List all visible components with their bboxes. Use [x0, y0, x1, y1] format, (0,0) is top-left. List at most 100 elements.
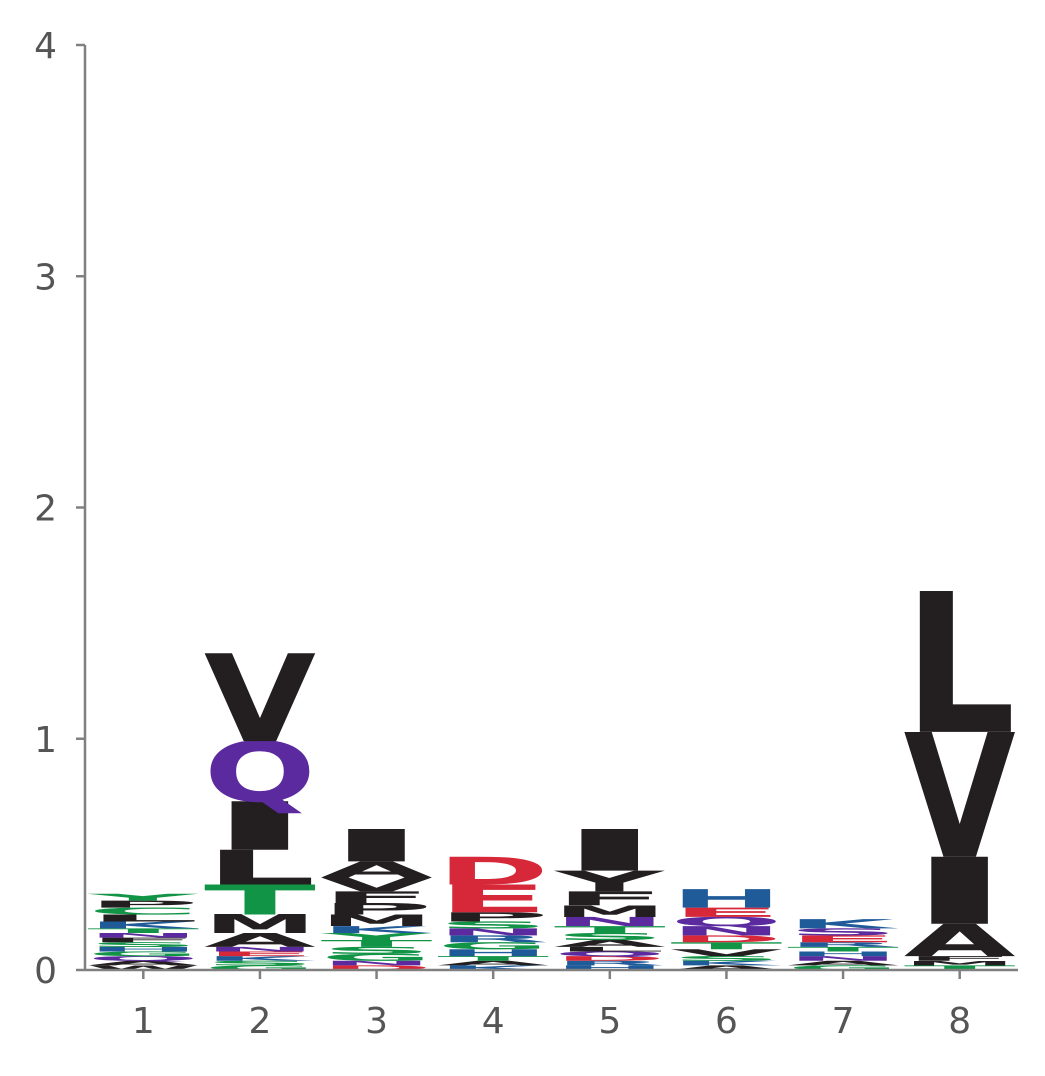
letter-F: F — [87, 936, 199, 943]
letter-stacks: WAQGHSFNTKLCPYGSKENAMTLIQVDNGSTYKMPFVAIK… — [86, 553, 1016, 972]
letter-H: H — [787, 950, 899, 957]
letter-K: K — [321, 924, 432, 935]
letter-N: N — [787, 955, 899, 962]
letter-R: R — [787, 941, 899, 948]
x-tick-label: 2 — [248, 1001, 271, 1042]
letter-I: I — [904, 839, 1016, 946]
letter-S: S — [554, 931, 666, 942]
letter-N: N — [670, 924, 782, 939]
letter-K: K — [204, 955, 316, 962]
letter-R: R — [554, 960, 666, 967]
y-ticks: 0 1 2 3 4 — [34, 26, 85, 992]
letter-A: A — [204, 929, 316, 951]
y-tick-label: 2 — [34, 489, 57, 530]
letter-S: S — [87, 941, 199, 948]
letter-M: M — [321, 911, 433, 930]
letter-Q: Q — [204, 725, 316, 821]
letter-A: A — [787, 960, 899, 967]
x-tick-label: 6 — [715, 1001, 738, 1042]
letter-W: W — [87, 964, 199, 971]
letter-G: G — [787, 964, 899, 971]
letter-T: T — [437, 955, 549, 962]
y-tick-label: 1 — [34, 720, 57, 761]
letter-P: P — [87, 899, 199, 910]
letter-N: N — [87, 932, 199, 939]
letter-S: S — [204, 960, 316, 967]
letter-Y: Y — [86, 892, 199, 903]
letter-M: M — [554, 902, 666, 921]
letter-T: T — [87, 927, 199, 934]
letter-A: A — [437, 960, 549, 967]
x-tick-label: 8 — [948, 1001, 971, 1042]
letter-T: T — [904, 964, 1016, 971]
letter-I: I — [204, 788, 316, 865]
letter-E: E — [670, 905, 782, 920]
y-tick-label: 0 — [34, 951, 57, 992]
letter-H: H — [87, 946, 199, 953]
letter-G: G — [321, 952, 433, 963]
letter-F: F — [554, 888, 666, 910]
letter-N: N — [437, 927, 549, 938]
letter-E: E — [437, 877, 549, 921]
letter-P: P — [321, 900, 433, 919]
letter-V: V — [321, 874, 433, 896]
letter-T: T — [787, 946, 899, 953]
letter-E: E — [204, 950, 316, 957]
letter-L: L — [87, 913, 199, 924]
letter-Q: Q — [554, 950, 666, 957]
letter-G: G — [87, 950, 199, 957]
letter-A: A — [554, 938, 666, 949]
letter-I: I — [321, 820, 433, 872]
letter-K: K — [787, 917, 900, 932]
letter-N: N — [204, 946, 316, 953]
letter-G: G — [437, 940, 549, 951]
letter-L: L — [904, 553, 1016, 778]
letter-S: S — [670, 955, 782, 962]
letter-Q: Q — [670, 914, 782, 929]
letter-A: A — [321, 857, 433, 883]
letter-G: G — [204, 964, 316, 971]
letter-V: V — [204, 630, 316, 770]
letter-K: K — [87, 920, 198, 931]
letter-S: S — [321, 945, 433, 956]
letter-I: I — [554, 818, 666, 884]
letter-N: N — [554, 914, 666, 929]
x-tick-label: 3 — [365, 1001, 388, 1042]
letter-M: M — [204, 910, 316, 940]
letter-N: N — [321, 960, 433, 967]
letter-T: T — [204, 877, 316, 925]
letter-Q: Q — [87, 955, 199, 962]
x-ticks: 1 2 3 4 5 6 7 8 — [132, 970, 971, 1042]
letter-R: R — [437, 933, 549, 944]
letter-T: T — [321, 938, 433, 949]
letter-L: L — [204, 841, 316, 896]
letter-Y: Y — [319, 931, 432, 942]
letter-L: L — [554, 946, 666, 953]
letter-M: M — [904, 959, 1016, 966]
letter-C: C — [87, 906, 199, 917]
x-tick-label: 1 — [132, 1001, 155, 1042]
y-tick-label: 4 — [34, 26, 57, 67]
letter-S: S — [437, 920, 549, 931]
letter-D: D — [437, 850, 549, 894]
letter-A: A — [904, 916, 1016, 967]
letter-T: T — [554, 924, 666, 935]
letter-A: A — [87, 960, 199, 967]
letter-D: D — [670, 933, 782, 944]
letter-F: F — [321, 888, 433, 906]
letter-P: P — [437, 910, 549, 925]
letter-K: K — [670, 960, 782, 967]
x-tick-label: 5 — [598, 1001, 621, 1042]
letter-Y: Y — [553, 865, 666, 898]
x-tick-label: 7 — [832, 1001, 855, 1042]
letter-E: E — [787, 933, 899, 944]
